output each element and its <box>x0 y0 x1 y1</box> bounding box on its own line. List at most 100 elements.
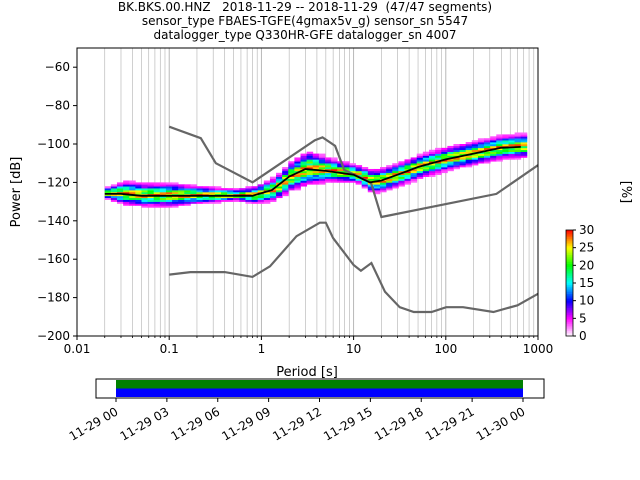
psd-cell <box>471 144 479 147</box>
psd-cell <box>116 199 124 202</box>
psd-cell <box>263 193 271 197</box>
psd-cell <box>178 201 185 204</box>
psd-cell <box>159 184 167 187</box>
psd-cell <box>147 199 155 202</box>
psd-cell <box>380 174 387 177</box>
psd-cell <box>349 176 356 179</box>
psd-cell <box>159 199 167 202</box>
psd-cell <box>398 170 405 174</box>
psd-cell <box>300 159 308 162</box>
psd-cell <box>343 176 350 179</box>
psd-cell <box>257 186 265 189</box>
psd-cell <box>239 188 246 191</box>
psd-cell <box>135 186 142 189</box>
psd-cell <box>159 188 167 191</box>
psd-cell <box>496 144 503 147</box>
psd-cell <box>331 180 338 183</box>
timeline-tick-label: 11-29 06 <box>169 404 223 443</box>
psd-cell <box>269 192 277 195</box>
psd-cell <box>508 155 516 158</box>
psd-cell <box>123 203 130 206</box>
psd-cell <box>288 186 295 189</box>
psd-cell <box>502 134 509 137</box>
psd-cell <box>318 172 326 176</box>
psd-cell <box>410 180 418 183</box>
psd-cell <box>147 205 155 208</box>
psd-cell <box>441 149 448 152</box>
psd-cell <box>196 188 204 191</box>
psd-cell <box>233 188 240 191</box>
psd-cell <box>490 136 497 139</box>
colorbar-segment <box>566 286 573 289</box>
psd-cell <box>294 168 301 172</box>
psd-cell <box>245 188 252 191</box>
psd-cell <box>141 192 148 195</box>
psd-cell <box>123 182 130 185</box>
psd-cell <box>257 201 265 204</box>
psd-cell <box>165 205 173 208</box>
psd-cell <box>337 172 344 176</box>
psd-cell <box>269 182 277 185</box>
psd-cell <box>496 140 503 143</box>
psd-cell <box>116 201 124 204</box>
psd-cell <box>453 163 460 166</box>
psd-cell <box>477 140 485 143</box>
psd-cell <box>386 172 393 176</box>
psd-cell <box>404 167 412 170</box>
psd-cell <box>361 184 369 187</box>
psd-cell <box>465 155 473 158</box>
psd-cell <box>514 153 522 156</box>
psd-cell <box>312 182 320 185</box>
psd-cell <box>422 172 430 176</box>
y-tick-label: −60 <box>45 60 70 74</box>
psd-cell <box>447 151 454 154</box>
psd-cell <box>435 172 442 176</box>
psd-cell <box>208 201 216 204</box>
psd-cell <box>165 192 173 195</box>
psd-cell <box>324 161 332 164</box>
psd-cell <box>318 167 326 170</box>
x-tick-label: 1 <box>258 342 266 356</box>
psd-cell <box>496 157 503 160</box>
psd-cell <box>484 147 491 151</box>
colorbar-segment <box>566 274 573 277</box>
psd-cell <box>355 172 363 176</box>
psd-cell <box>355 182 363 185</box>
psd-cell <box>324 174 332 177</box>
psd-cell <box>147 188 155 191</box>
psd-cell <box>324 159 332 162</box>
psd-cell <box>410 172 418 176</box>
y-tick-label: −200 <box>37 329 70 343</box>
psd-cell <box>263 188 271 191</box>
psd-cell <box>184 186 191 189</box>
psd-cell <box>318 161 326 164</box>
psd-cell <box>196 201 204 204</box>
psd-cell <box>416 153 424 156</box>
psd-cell <box>190 195 197 199</box>
colorbar-segment <box>566 256 573 259</box>
psd-cell <box>453 161 460 164</box>
psd-cell <box>380 184 387 187</box>
psd-cell <box>416 163 424 166</box>
psd-cell <box>343 174 350 177</box>
psd-cell <box>373 176 381 179</box>
psd-cell <box>312 174 320 177</box>
psd-cell <box>416 167 424 170</box>
psd-cell <box>135 182 142 185</box>
psd-cell <box>178 199 185 202</box>
psd-cell <box>116 188 124 191</box>
psd-cell <box>129 184 136 187</box>
psd-cell <box>135 190 142 193</box>
psd-cell <box>471 140 479 143</box>
colorbar-segment <box>566 265 573 268</box>
psd-cell <box>514 142 522 145</box>
psd-cell <box>422 157 430 160</box>
psd-cell <box>239 190 246 193</box>
timeline-tick-label: 11-29 15 <box>321 404 375 443</box>
psd-cell <box>453 147 460 151</box>
psd-cell <box>269 195 277 199</box>
psd-cell <box>410 161 418 164</box>
psd-cell <box>165 190 173 193</box>
psd-cell <box>153 195 161 199</box>
psd-cell <box>422 151 430 154</box>
